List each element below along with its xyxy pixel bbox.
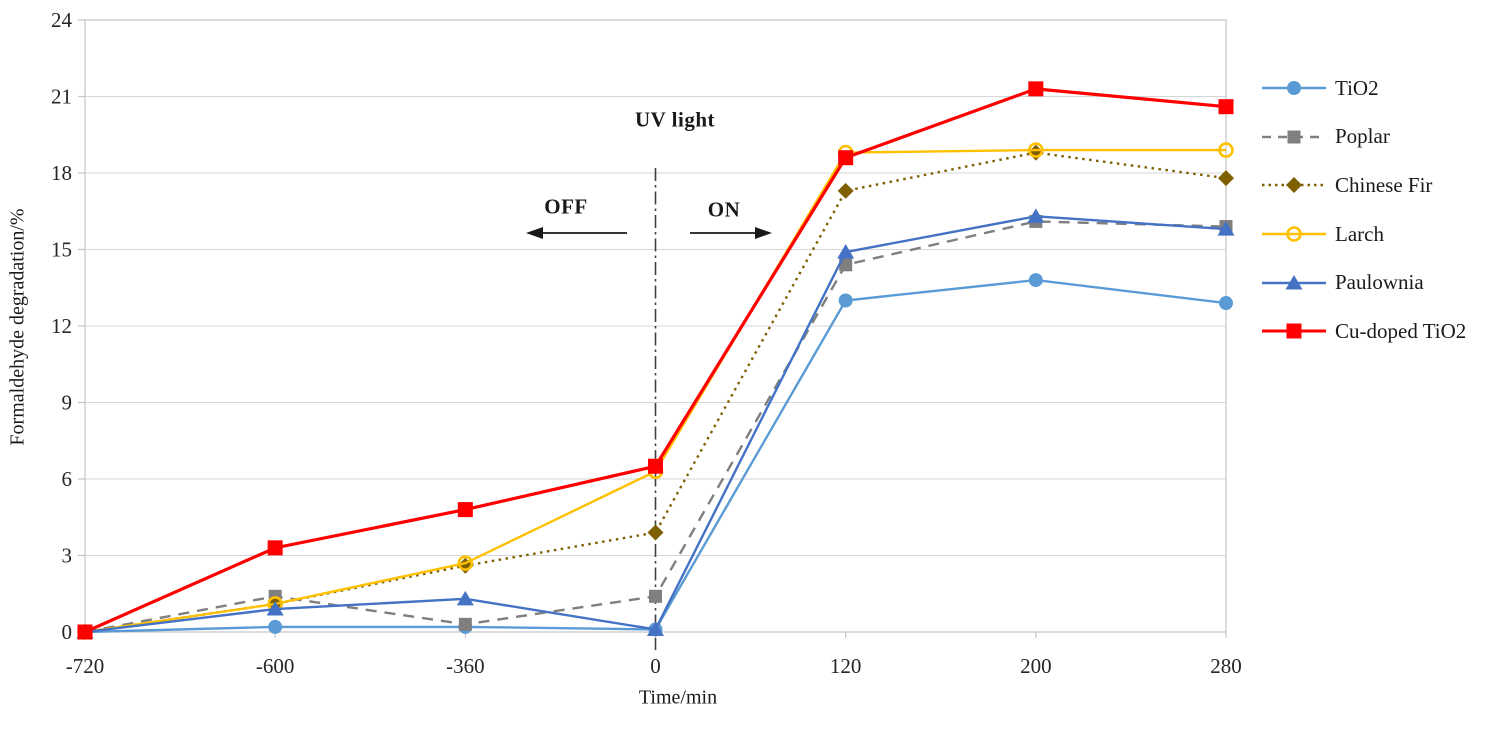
legend-label: Cu-doped TiO2 [1335,318,1467,343]
legend-item-tio2: TiO2 [1262,64,1505,113]
marker [839,258,853,272]
y-tick-label: 6 [62,467,73,491]
marker [838,150,854,166]
marker [1285,274,1303,290]
off-arrow-head [526,227,543,239]
y-axis: 0 3 6 9 12 15 18 21 24 [51,8,85,644]
marker [268,619,283,634]
marker [1286,226,1302,242]
on-arrow-head [755,227,772,239]
marker [266,601,284,616]
y-axis-title: Formaldehyde degradation/% [6,208,29,446]
y-tick-label: 3 [62,544,73,568]
legend-label: Poplar [1335,124,1390,149]
legend-label: Chinese Fir [1335,172,1433,197]
legend-swatch-paulownia [1262,274,1326,290]
marker [649,589,662,603]
y-tick-label: 18 [51,161,72,185]
uv-arrows [526,227,772,239]
x-tick-label: 120 [830,654,862,678]
legend-swatch-tio2 [1262,81,1326,96]
y-tick-label: 0 [62,620,73,644]
marker [1287,130,1301,144]
legend-swatch-cu-doped-tio2 [1262,323,1326,339]
y-tick-label: 9 [62,391,73,415]
marker [1218,99,1234,115]
x-tick-label: 200 [1020,654,1052,678]
legend-label: Paulownia [1335,270,1424,295]
y-tick-label: 12 [51,314,72,338]
x-tick-label: -720 [66,654,105,678]
legend-item-paulownia: Paulownia [1262,258,1505,307]
legend-label: Larch [1335,221,1384,246]
marker [1217,221,1235,236]
marker [647,524,664,541]
legend-item-larch: Larch [1262,210,1505,259]
marker [456,590,474,606]
x-tick-label: 0 [650,654,661,678]
uv-light-annotation: UV light [634,107,716,132]
marker [837,244,855,259]
marker [1028,273,1043,288]
marker [1218,170,1234,187]
marker [1286,177,1302,194]
y-tick-label: 15 [51,238,72,262]
x-axis: -720 -600 -360 0 120 200 280 [66,632,1242,678]
legend-label: TiO2 [1335,75,1379,100]
x-tick-label: 280 [1210,654,1242,678]
x-tick-label: -600 [256,654,295,678]
marker [267,540,283,556]
marker [648,458,663,474]
uv-off-label: OFF [544,194,588,219]
marker [77,624,93,640]
legend-item-poplar: Poplar [1262,113,1505,162]
marker [457,555,474,571]
marker [1028,81,1044,97]
legend-item-cu-doped-tio2: Cu-doped TiO2 [1262,307,1505,356]
marker [1286,323,1302,339]
legend-swatch-chinese-fir [1262,177,1326,194]
legend-item-chinese-fir: Chinese Fir [1262,161,1505,210]
marker [1218,142,1234,158]
marker [1287,81,1301,96]
x-tick-label: -360 [446,654,485,678]
marker [838,293,853,308]
marker [457,502,473,518]
marker [837,182,854,199]
chart-legend: TiO2 Poplar Chinese Fir Larch Paulownia Cu-do… [1262,64,1505,356]
marker [647,621,664,636]
legend-swatch-poplar [1262,130,1326,144]
marker [1219,296,1233,311]
legend-swatch-larch [1262,226,1326,242]
uv-on-label: ON [707,197,741,222]
y-tick-label: 24 [51,8,73,32]
marker [1028,142,1044,158]
marker [1027,208,1045,223]
series-cu-doped-tio2 [77,81,1234,640]
marker [458,617,472,631]
y-tick-label: 21 [51,85,72,109]
x-axis-title: Time/min [638,686,718,709]
series-paulownia [76,208,1235,639]
